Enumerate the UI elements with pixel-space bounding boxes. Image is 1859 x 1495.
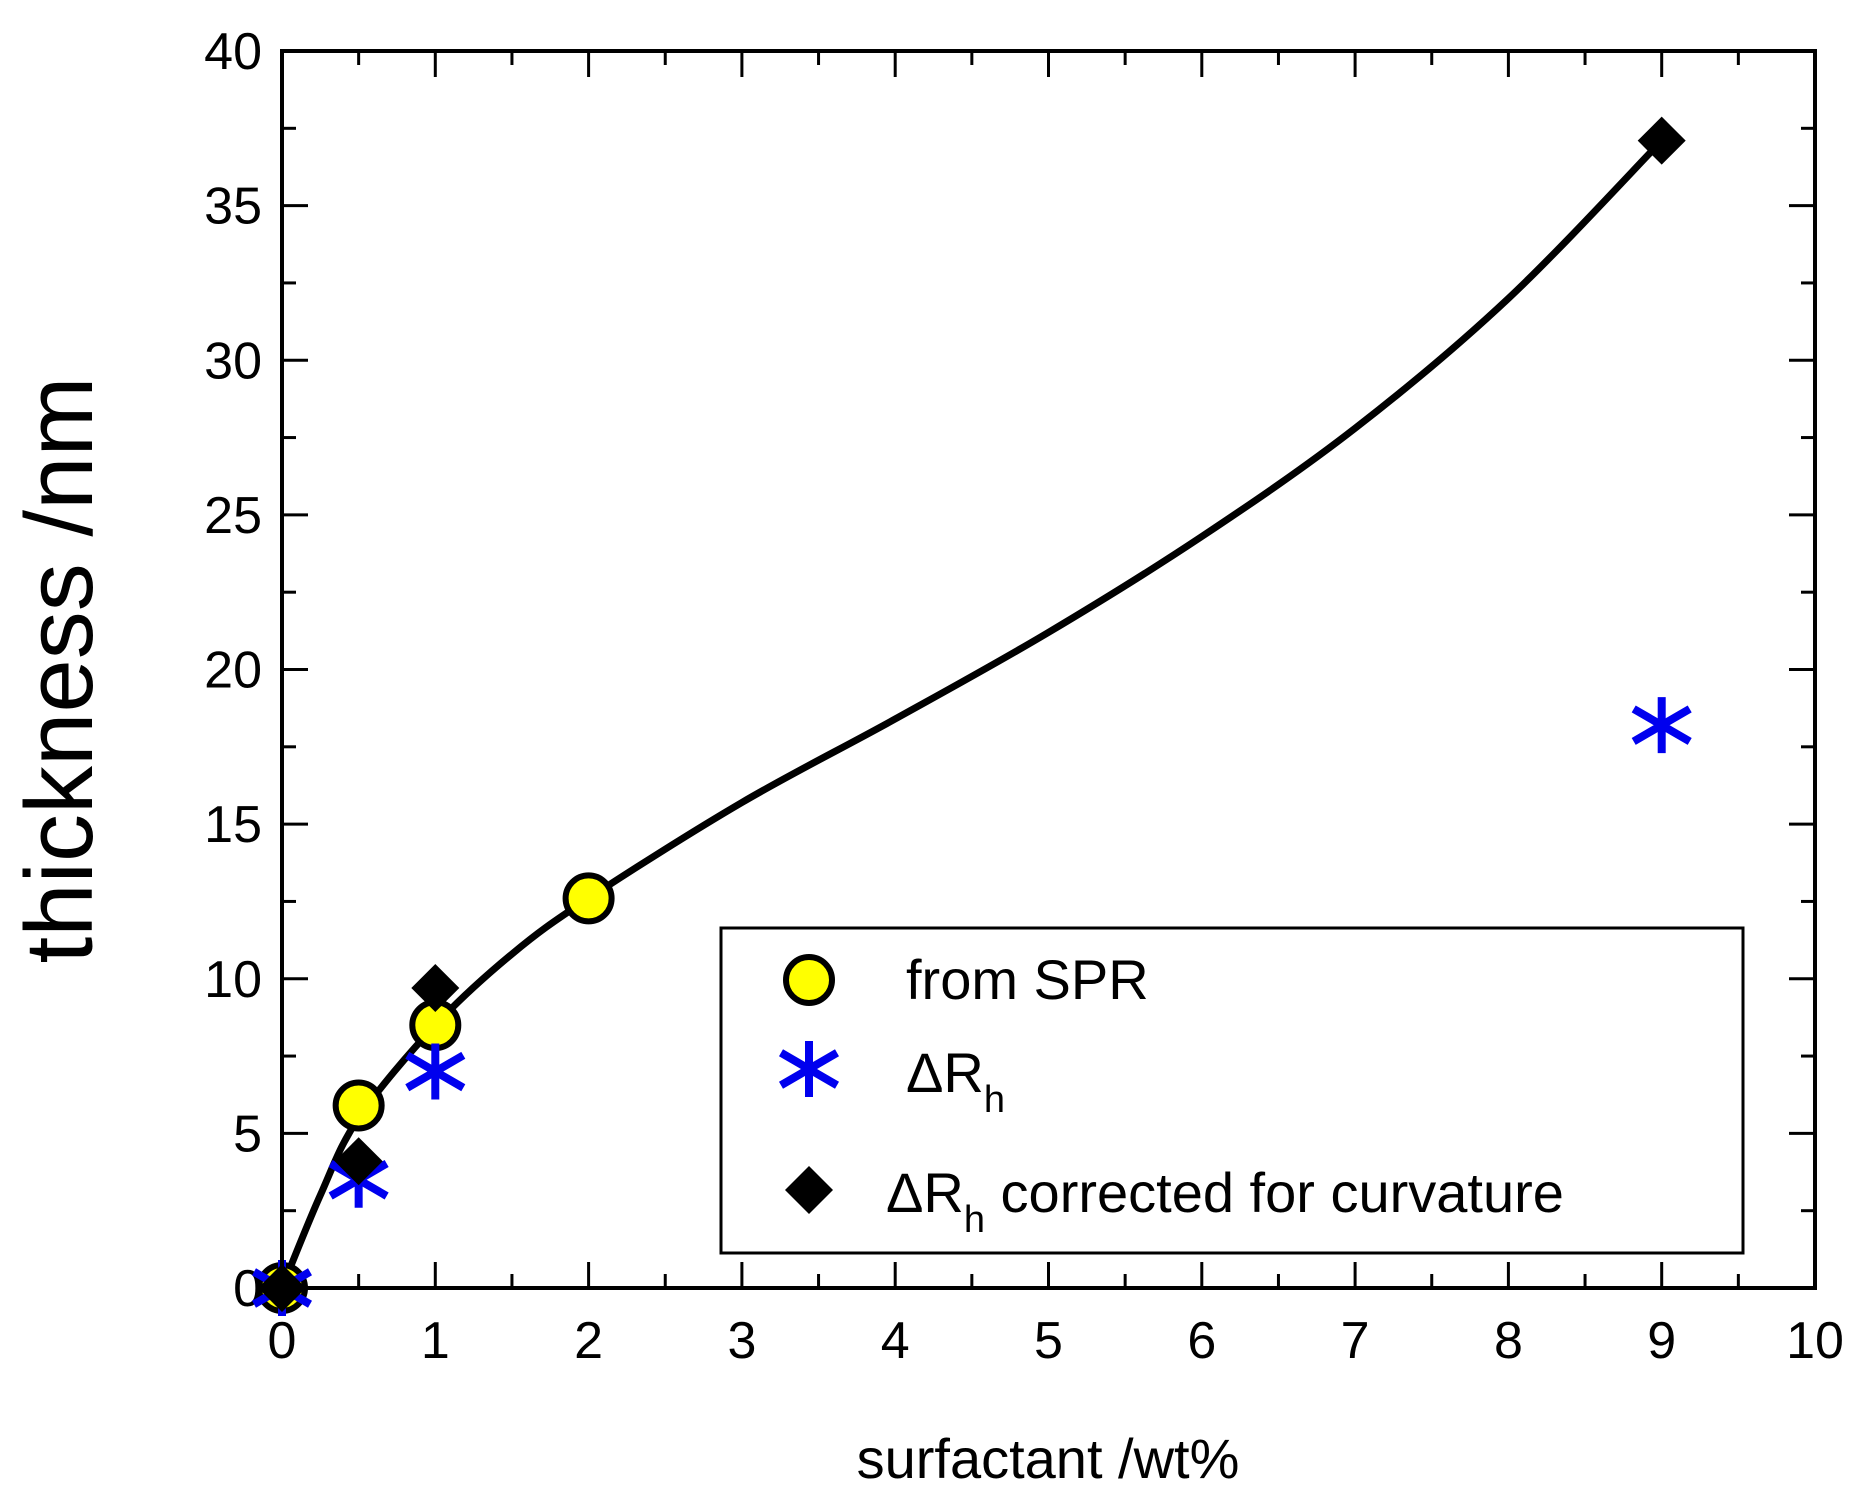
diamond-data-point: [411, 964, 460, 1013]
asterisk-data-point: [405, 1043, 466, 1100]
y-tick-label: 20: [204, 642, 262, 700]
fit-curve: [278, 138, 1665, 1290]
plot-frame: [280, 49, 1817, 1290]
diamond-data-point: [334, 1137, 383, 1186]
points-layer: [251, 116, 1692, 1316]
y-tick-label: 15: [204, 796, 262, 854]
x-tick-label: 5: [1034, 1312, 1063, 1370]
legend-marker-asterisk: [778, 1041, 840, 1097]
x-tick-label: 8: [1494, 1312, 1523, 1370]
legend-marker-diamond: [785, 1166, 833, 1214]
x-tick-label: 2: [574, 1312, 603, 1370]
x-tick-label: 7: [1341, 1312, 1370, 1370]
x-tick-label: 1: [421, 1312, 450, 1370]
x-tick-label: 6: [1187, 1312, 1216, 1370]
y-tick-label: 5: [233, 1105, 262, 1163]
legend-marker-circle: [783, 954, 835, 1006]
legend-entries: from SPR ΔRh ΔRh corrected for curvature: [778, 948, 1564, 1241]
x-tick-label: 9: [1647, 1312, 1676, 1370]
y-tick-label: 30: [204, 332, 262, 390]
asterisk-data-point: [1631, 697, 1692, 754]
x-tick-label: 0: [268, 1312, 297, 1370]
y-tick-label: 25: [204, 487, 262, 545]
diamond-data-point: [1637, 116, 1686, 165]
x-tick-label: 10: [1786, 1312, 1844, 1370]
x-axis-title: surfactant /wt%: [857, 1427, 1240, 1490]
legend-label: ΔRh corrected for curvature: [886, 1161, 1564, 1241]
legend-label: from SPR: [906, 948, 1149, 1011]
circle-data-point: [332, 1079, 385, 1132]
legend-frame: [719, 926, 1745, 1255]
legend: from SPR ΔRh ΔRh corrected for curvature: [719, 926, 1745, 1255]
legend-label: ΔRh: [906, 1041, 1005, 1121]
x-tick-label: 4: [881, 1312, 910, 1370]
y-tick-label: 10: [204, 951, 262, 1009]
y-tick-label: 35: [204, 178, 262, 236]
y-axis-title: thickness /nm: [6, 377, 113, 964]
curve-layer: [278, 138, 1665, 1290]
circle-data-point: [562, 872, 615, 925]
x-tick-label: 3: [727, 1312, 756, 1370]
y-tick-label: 40: [204, 23, 262, 81]
